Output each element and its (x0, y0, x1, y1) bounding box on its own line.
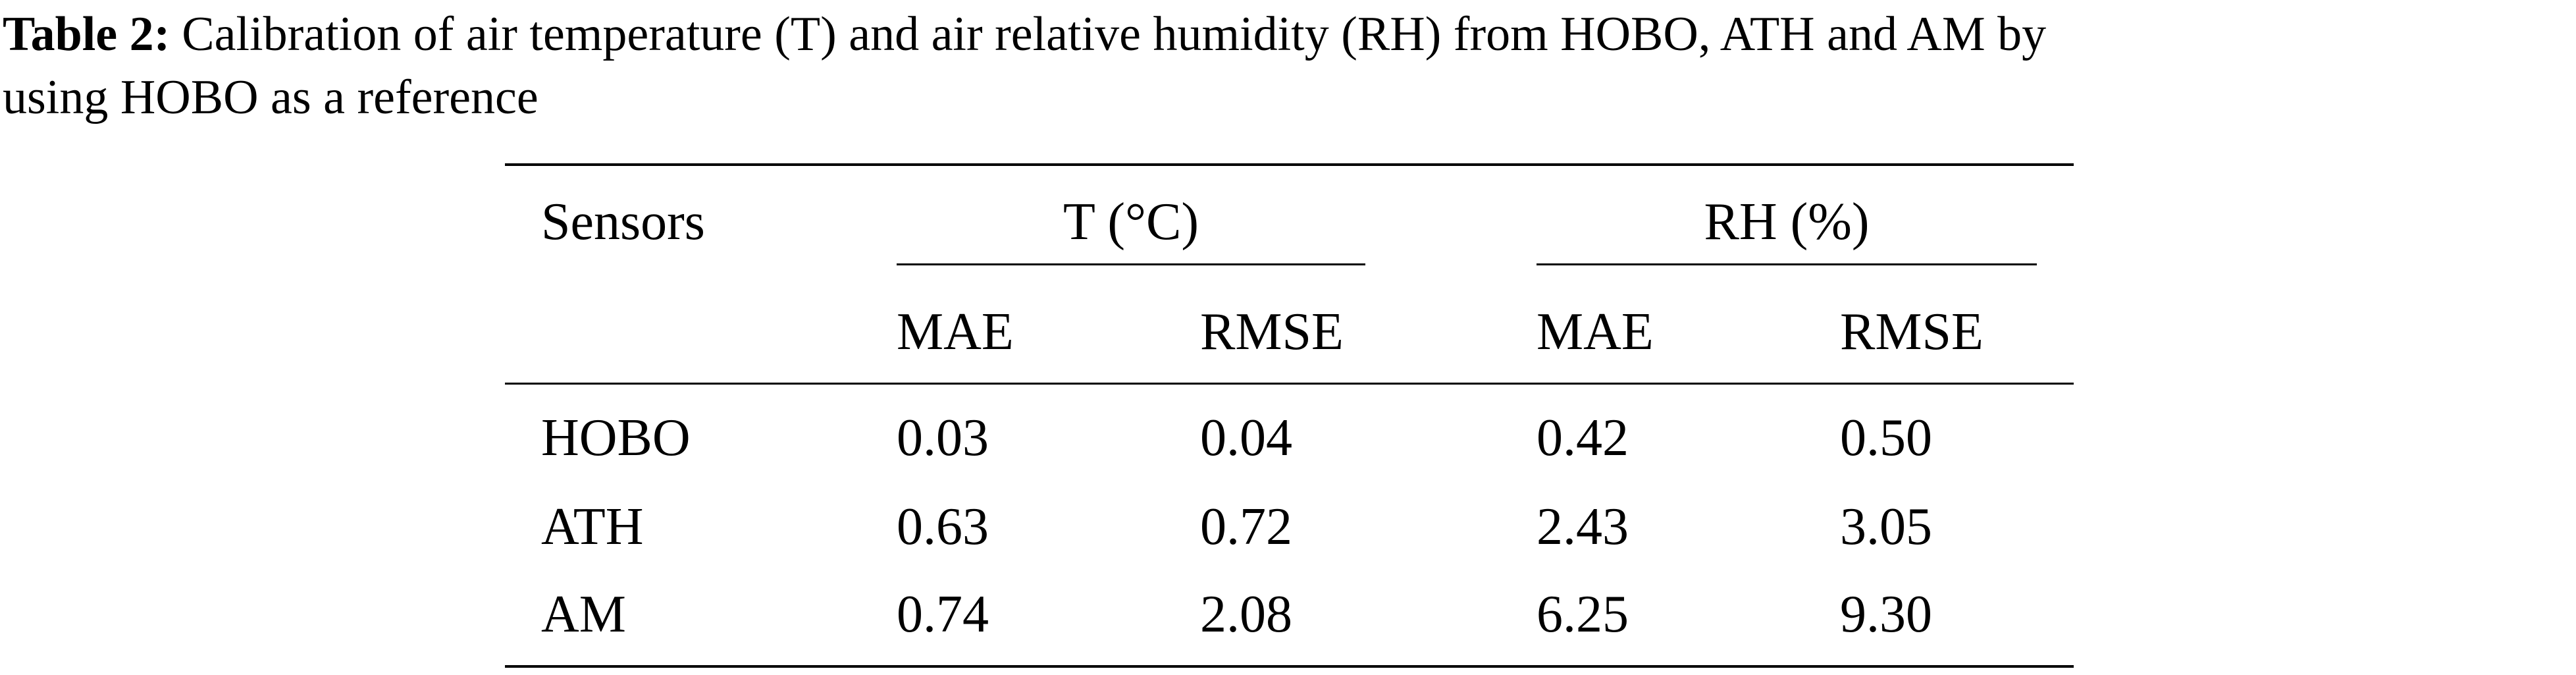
caption-line-1: Table 2: Calibration of air temperature (… (3, 3, 2570, 66)
header-bottom-rule (505, 383, 2074, 385)
cell-rh-mae: 0.42 (1537, 409, 1629, 467)
table-caption: Table 2: Calibration of air temperature (… (3, 3, 2570, 129)
cell-t-rmse: 2.08 (1200, 585, 1292, 643)
header-rh-rmse: RMSE (1840, 303, 1984, 361)
header-t-rmse: RMSE (1200, 303, 1344, 361)
header-t-mae: MAE (897, 303, 1014, 361)
t-group-underline (897, 263, 1365, 265)
cell-rh-mae: 2.43 (1537, 498, 1629, 556)
cell-t-rmse: 0.72 (1200, 498, 1292, 556)
cell-rh-rmse: 3.05 (1840, 498, 1932, 556)
cell-sensor: ATH (541, 498, 644, 556)
top-rule (505, 163, 2074, 166)
cell-t-rmse: 0.04 (1200, 409, 1292, 467)
cell-t-mae: 0.74 (897, 585, 989, 643)
cell-sensor: HOBO (541, 409, 691, 467)
header-group-t: T (°C) (1063, 193, 1199, 251)
cell-sensor: AM (541, 585, 626, 643)
header-group-rh: RH (%) (1704, 193, 1870, 251)
caption-line-2: using HOBO as a reference (3, 70, 539, 124)
cell-rh-mae: 6.25 (1537, 585, 1629, 643)
header-sensors: Sensors (541, 193, 705, 251)
cell-rh-rmse: 9.30 (1840, 585, 1932, 643)
rh-group-underline (1537, 263, 2037, 265)
bottom-rule (505, 665, 2074, 668)
header-rh-mae: MAE (1537, 303, 1654, 361)
cell-rh-rmse: 0.50 (1840, 409, 1932, 467)
cell-t-mae: 0.03 (897, 409, 989, 467)
caption-text: Calibration of air temperature (T) and a… (182, 7, 2047, 61)
cell-t-mae: 0.63 (897, 498, 989, 556)
caption-label: Table 2: (3, 7, 171, 61)
